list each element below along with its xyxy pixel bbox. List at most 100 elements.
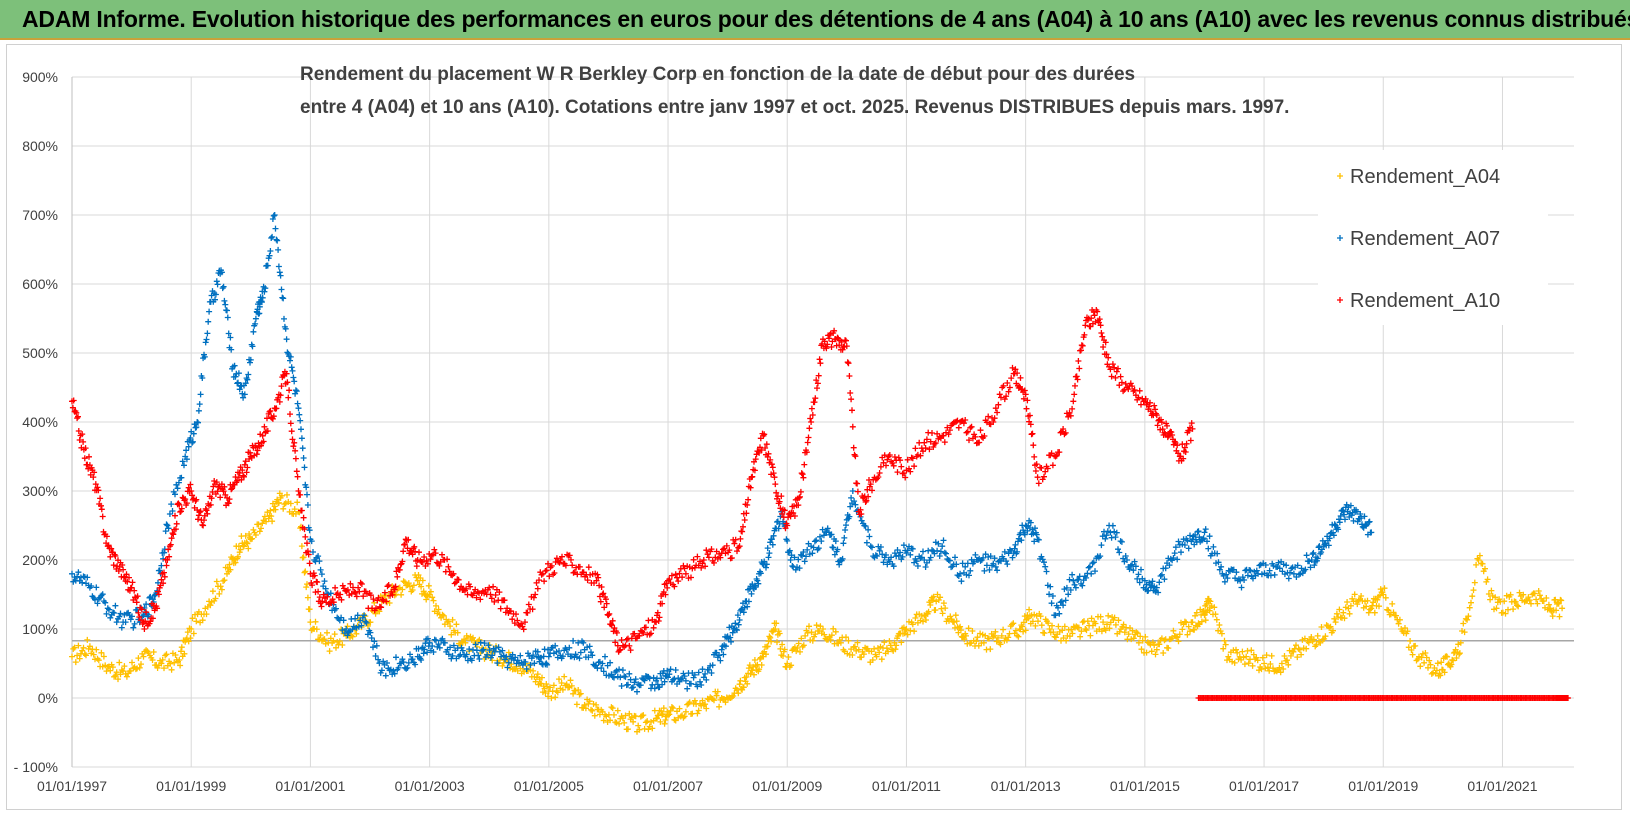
data-point: [1464, 616, 1471, 623]
data-point: [256, 528, 263, 535]
data-point: [862, 499, 869, 505]
data-point: [277, 272, 284, 279]
data-point: [235, 379, 241, 386]
data-point: [1407, 638, 1414, 644]
data-point: [207, 501, 214, 508]
data-point: [631, 679, 638, 686]
data-point: [519, 662, 526, 669]
data-point: [935, 597, 942, 603]
data-point: [175, 479, 182, 486]
data-point: [212, 291, 219, 298]
data-point: [227, 566, 234, 573]
data-point: [1157, 573, 1164, 579]
data-point: [213, 278, 220, 285]
data-point: [852, 501, 859, 508]
data-point: [1225, 653, 1232, 660]
data-point: [586, 643, 593, 650]
data-point: [150, 649, 157, 655]
data-point: [1066, 576, 1073, 583]
data-point: [245, 545, 252, 552]
data-point: [1070, 398, 1077, 405]
data-point: [639, 628, 646, 635]
data-point: [957, 627, 964, 634]
data-point: [691, 671, 698, 678]
data-point: [991, 555, 998, 562]
data-point: [744, 603, 751, 610]
data-point: [1059, 627, 1066, 634]
data-point: [732, 536, 739, 543]
data-point: [559, 653, 566, 660]
data-point: [494, 660, 501, 666]
data-point: [154, 587, 161, 594]
data-point: [702, 670, 709, 677]
data-point: [497, 605, 504, 612]
data-point: [1353, 508, 1360, 515]
data-point: [1122, 553, 1129, 559]
data-point: [1022, 391, 1029, 398]
data-point: [242, 380, 249, 387]
data-point: [154, 605, 161, 612]
data-point: [671, 716, 678, 723]
data-point: [1502, 610, 1509, 617]
data-point: [247, 356, 254, 363]
data-point: [1004, 561, 1011, 568]
data-point: [588, 649, 594, 656]
data-point: [940, 600, 947, 607]
data-point: [743, 674, 750, 680]
data-point: [943, 550, 949, 557]
data-point: [675, 578, 682, 585]
data-point: [1069, 630, 1076, 637]
data-point: [398, 591, 405, 598]
data-point: [964, 428, 971, 435]
data-point: [1120, 388, 1127, 395]
data-point: [107, 614, 114, 621]
data-point: [445, 563, 452, 570]
data-point: [1003, 637, 1010, 644]
data-point: [901, 630, 908, 637]
data-point: [622, 673, 629, 680]
data-point: [648, 630, 654, 637]
data-point: [1141, 577, 1148, 584]
y-tick-label: - 100%: [14, 759, 58, 775]
data-point: [1317, 639, 1324, 646]
data-point: [744, 502, 751, 508]
data-point: [209, 588, 216, 595]
data-point: [405, 659, 412, 666]
data-point: [1303, 552, 1310, 559]
data-point: [967, 567, 974, 574]
data-point: [199, 617, 206, 624]
data-point: [963, 632, 969, 639]
data-point: [784, 522, 791, 529]
data-point: [1327, 623, 1334, 630]
data-point: [800, 642, 807, 649]
data-point: [1032, 622, 1039, 629]
data-point: [98, 502, 104, 509]
data-point: [967, 424, 974, 431]
data-point: [795, 640, 802, 647]
data-point: [820, 626, 826, 632]
data-point: [185, 638, 192, 645]
data-point: [225, 330, 232, 337]
data-point: [1017, 374, 1024, 381]
data-point: [688, 574, 694, 581]
data-point: [749, 473, 756, 480]
data-point: [259, 294, 266, 301]
data-point: [428, 552, 435, 559]
data-point: [545, 693, 551, 700]
data-point: [1063, 584, 1070, 591]
data-point: [878, 656, 885, 663]
data-point: [794, 645, 801, 651]
data-point: [459, 647, 466, 654]
data-point: [84, 574, 91, 581]
data-point: [378, 667, 385, 674]
data-point: [690, 556, 697, 563]
data-point: [1167, 636, 1174, 643]
data-point: [1221, 578, 1228, 585]
data-point: [623, 636, 630, 643]
data-point: [1296, 571, 1302, 578]
data-point: [1088, 315, 1095, 322]
data-point: [1449, 656, 1456, 663]
data-point: [172, 512, 178, 519]
data-point: [74, 415, 81, 422]
data-point: [201, 353, 208, 360]
